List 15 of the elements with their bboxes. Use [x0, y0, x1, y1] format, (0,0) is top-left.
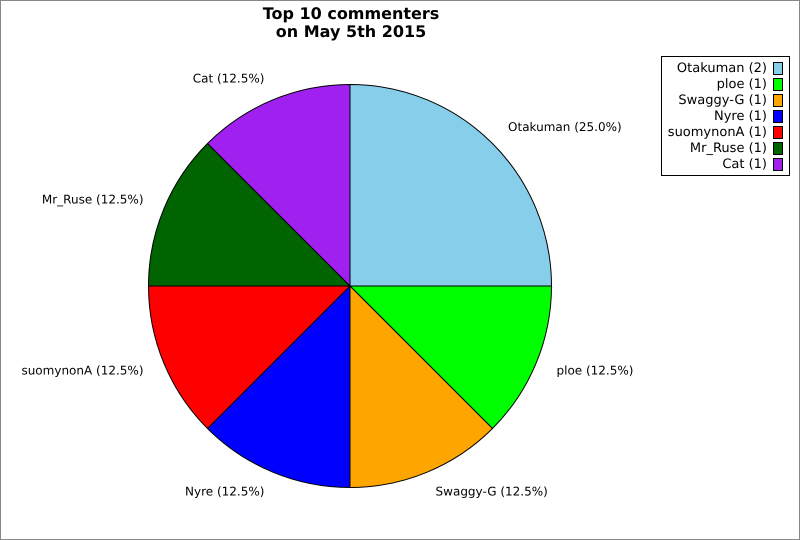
legend-label: Cat (1) — [722, 156, 767, 172]
data-label: ploe (12.5%) — [556, 364, 634, 378]
chart-title: Top 10 commenters on May 5th 2015 — [262, 4, 440, 41]
legend-label: Swaggy-G (1) — [678, 92, 767, 108]
legend-label: suomynonA (1) — [668, 124, 767, 140]
data-label: Nyre (12.5%) — [185, 484, 264, 499]
legend-label: Nyre (1) — [714, 108, 767, 124]
data-label: suomynonA (12.5%) — [21, 364, 144, 378]
data-label: Cat (12.5%) — [192, 72, 264, 86]
legend-label: Mr_Ruse (1) — [690, 140, 767, 156]
data-label: Otakuman (25.0%) — [508, 120, 622, 134]
data-label: Mr_Ruse (12.5%) — [42, 192, 144, 207]
legend-label: Otakuman (2) — [676, 60, 767, 76]
legend-label: ploe (1) — [716, 76, 767, 92]
data-label: Swaggy-G (12.5%) — [436, 484, 548, 499]
